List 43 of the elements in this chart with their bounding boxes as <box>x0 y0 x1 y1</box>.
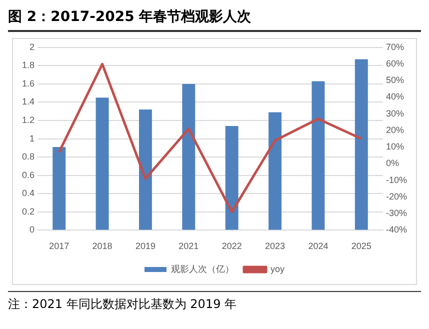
legend-label: 观影人次（亿） <box>170 264 234 274</box>
y2-tick-label: -20% <box>386 191 408 202</box>
x-tick-label: 2025 <box>351 241 372 252</box>
y-tick-label: 1.8 <box>22 60 35 70</box>
y2-tick-label: 10% <box>386 142 404 152</box>
y-tick-label: 0 <box>29 224 35 235</box>
y2-tick-label: -30% <box>386 208 408 218</box>
x-tick-label: 2019 <box>135 241 156 252</box>
y-tick-label: 0.8 <box>22 152 35 162</box>
y-tick-label: 0.6 <box>22 170 35 180</box>
bar <box>312 81 325 230</box>
y2-tick-label: 60% <box>386 58 404 69</box>
x-tick-label: 2017 <box>49 241 70 252</box>
y2-tick-label: 50% <box>386 75 404 86</box>
y2-tick-label: 20% <box>386 124 404 135</box>
y-tick-label: 1 <box>29 133 35 144</box>
y2-tick-label: 30% <box>386 108 404 118</box>
y-tick-label: 1.2 <box>22 115 35 126</box>
bar <box>225 126 238 230</box>
legend-label: yoy <box>270 264 286 274</box>
y2-tick-label: 70% <box>386 42 404 52</box>
y-tick-label: 2 <box>29 42 35 52</box>
bar <box>138 110 152 230</box>
x-tick-label: 2018 <box>92 241 112 252</box>
bar <box>354 59 368 230</box>
x-tick-label: 2022 <box>222 241 242 252</box>
y-tick-label: 1.4 <box>22 96 35 107</box>
chart-title: 图 2：2017-2025 年春节档观影人次 <box>8 8 421 32</box>
bar <box>182 84 196 230</box>
y2-tick-label: 0% <box>386 158 400 168</box>
bar <box>96 98 109 230</box>
y-tick-label: 0.4 <box>22 188 35 198</box>
y2-tick-label: 40% <box>386 92 404 102</box>
x-tick-label: 2023 <box>265 241 286 252</box>
y2-tick-label: -40% <box>386 224 408 235</box>
x-tick-label: 2021 <box>178 241 199 252</box>
text: 注：2021 年同比数据对比基数为 2019 年 <box>8 296 238 313</box>
bar <box>52 147 66 230</box>
y-tick-label: 0.2 <box>22 206 35 216</box>
x-tick-label: 2024 <box>308 241 328 252</box>
y-tick-label: 1.6 <box>22 78 35 88</box>
bar <box>268 112 282 230</box>
y2-tick-label: -10% <box>386 174 408 185</box>
